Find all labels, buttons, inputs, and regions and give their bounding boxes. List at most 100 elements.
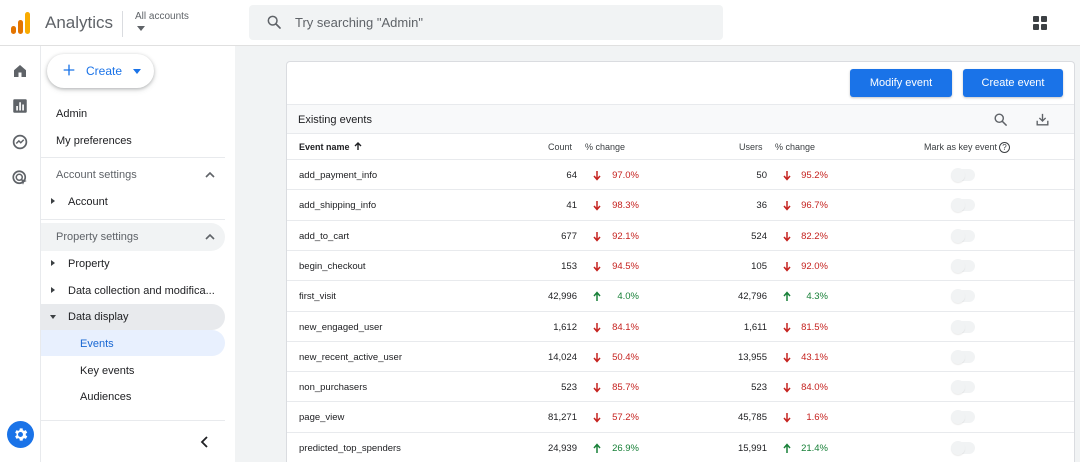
users-change-cell: 96.7% (801, 200, 828, 212)
col-header-key-event[interactable]: Mark as key event? (924, 142, 1011, 154)
header-divider (122, 11, 123, 37)
count-change-cell: 26.9% (612, 442, 639, 454)
col-header-users-change[interactable]: % change (775, 142, 816, 152)
search-icon[interactable] (993, 112, 1008, 127)
count-change-cell: 50.4% (612, 351, 639, 363)
explore-icon[interactable] (11, 133, 29, 151)
key-event-toggle[interactable] (951, 410, 975, 425)
count-cell: 677 (561, 230, 577, 242)
table-row[interactable]: predicted_top_spenders 24,939 26.9% 15,991 2… (287, 431, 1074, 462)
table-row[interactable]: add_shipping_info 41 98.3% 36 96.7% (287, 189, 1074, 219)
count-change-cell: 98.3% (612, 200, 639, 212)
table-row[interactable]: new_recent_active_user 14,024 50.4% 13,955 4… (287, 340, 1074, 371)
search-box[interactable] (249, 5, 723, 40)
event-name-cell[interactable]: predicted_top_spenders (299, 442, 401, 454)
create-button-label: Create (86, 64, 123, 78)
chevron-left-icon[interactable] (200, 436, 210, 448)
account-settings-header[interactable]: Account settings (41, 161, 225, 189)
table-row[interactable]: add_payment_info 64 97.0% 50 95.2% (287, 159, 1074, 189)
table-row[interactable]: new_engaged_user 1,612 84.1% 1,611 81.5% (287, 310, 1074, 341)
expand-data-collection-icon[interactable] (51, 287, 55, 293)
nav-property[interactable]: Property (68, 258, 110, 270)
col-header-users[interactable]: Users (739, 142, 763, 152)
key-event-toggle[interactable] (951, 258, 975, 273)
event-name-cell[interactable]: first_visit (299, 291, 336, 303)
admin-settings-button[interactable] (7, 421, 34, 448)
table-row[interactable]: begin_checkout 153 94.5% 105 92.0% (287, 249, 1074, 280)
key-event-toggle[interactable] (951, 380, 975, 395)
analytics-logo-icon[interactable] (11, 12, 31, 34)
key-event-toggle[interactable] (951, 198, 975, 213)
event-name-cell[interactable]: add_payment_info (299, 170, 378, 181)
nav-admin[interactable]: Admin (56, 108, 88, 120)
arrow-down-icon (783, 380, 791, 398)
users-change-cell: 81.5% (801, 321, 828, 333)
event-name-cell[interactable]: new_engaged_user (299, 321, 383, 333)
expand-property-icon[interactable] (51, 260, 55, 266)
property-settings-header[interactable]: Property settings (41, 223, 225, 251)
arrow-down-icon (783, 198, 791, 216)
col-header-event-name[interactable]: Event name (299, 142, 362, 152)
account-selector-label[interactable]: All accounts (135, 11, 189, 22)
table-row[interactable]: add_to_cart 677 92.1% 524 82.2% (287, 219, 1074, 250)
toggle-knob (951, 198, 965, 213)
users-cell: 13,955 (737, 351, 767, 363)
create-event-button[interactable]: Create event (963, 69, 1063, 97)
toggle-knob (951, 289, 965, 304)
count-change-cell: 4.0% (617, 291, 639, 303)
count-cell: 153 (561, 260, 577, 272)
expand-account-icon[interactable] (51, 198, 55, 204)
key-event-toggle[interactable] (951, 349, 975, 364)
event-name-cell[interactable]: add_shipping_info (299, 200, 377, 212)
nav-my-preferences[interactable]: My preferences (56, 135, 132, 147)
col-header-count[interactable]: Count (548, 142, 573, 152)
event-name-cell[interactable]: non_purchasers (299, 382, 368, 394)
property-settings-label: Property settings (56, 231, 139, 243)
users-change-cell: 84.0% (801, 382, 828, 394)
event-name-cell[interactable]: add_to_cart (299, 230, 350, 242)
users-cell: 524 (751, 230, 767, 242)
event-name-cell[interactable]: begin_checkout (299, 260, 366, 272)
nav-key-events[interactable]: Key events (80, 365, 135, 377)
table-row[interactable]: page_view 81,271 57.2% 45,785 1.6% (287, 401, 1074, 431)
nav-data-display[interactable]: Data display (68, 311, 129, 323)
advertising-icon[interactable] (11, 169, 29, 187)
collapse-data-display-icon[interactable] (50, 315, 56, 319)
reports-icon[interactable] (11, 97, 29, 115)
key-event-toggle[interactable] (951, 289, 975, 304)
toggle-knob (951, 258, 965, 273)
count-cell: 42,996 (547, 291, 577, 303)
apps-grid-icon[interactable] (1033, 16, 1047, 30)
event-name-cell[interactable]: page_view (299, 412, 345, 424)
table-row[interactable]: first_visit 42,996 4.0% 42,796 4.3% (287, 280, 1074, 310)
nav-events[interactable]: Events (80, 338, 114, 350)
arrow-down-icon (593, 198, 601, 216)
download-icon[interactable] (1035, 112, 1050, 127)
key-event-toggle[interactable] (951, 228, 975, 243)
nav-data-collection[interactable]: Data collection and modifica... (68, 285, 215, 297)
key-event-toggle[interactable] (951, 319, 975, 334)
arrow-down-icon (783, 229, 791, 247)
help-icon[interactable]: ? (999, 142, 1011, 154)
home-icon[interactable] (11, 62, 29, 80)
arrow-down-icon (593, 259, 601, 277)
users-change-cell: 95.2% (801, 170, 828, 181)
search-input[interactable] (295, 13, 695, 31)
col-header-count-change[interactable]: % change (585, 142, 626, 152)
users-cell: 15,991 (737, 442, 767, 454)
existing-events-title: Existing events (298, 114, 372, 126)
modify-event-button[interactable]: Modify event (850, 69, 952, 97)
event-name-cell[interactable]: new_recent_active_user (299, 351, 402, 363)
users-change-cell: 21.4% (801, 442, 828, 454)
account-selector-caret-icon[interactable] (137, 26, 145, 31)
arrow-down-icon (593, 168, 601, 186)
table-row[interactable]: non_purchasers 523 85.7% 523 84.0% (287, 371, 1074, 401)
nav-audiences[interactable]: Audiences (80, 391, 132, 403)
chevron-down-icon (133, 69, 141, 74)
count-change-cell: 92.1% (612, 230, 639, 242)
key-event-toggle[interactable] (951, 440, 975, 455)
create-button[interactable]: Create (47, 54, 154, 88)
key-event-toggle[interactable] (951, 168, 975, 182)
nav-account[interactable]: Account (68, 196, 108, 208)
account-settings-label: Account settings (56, 169, 137, 181)
